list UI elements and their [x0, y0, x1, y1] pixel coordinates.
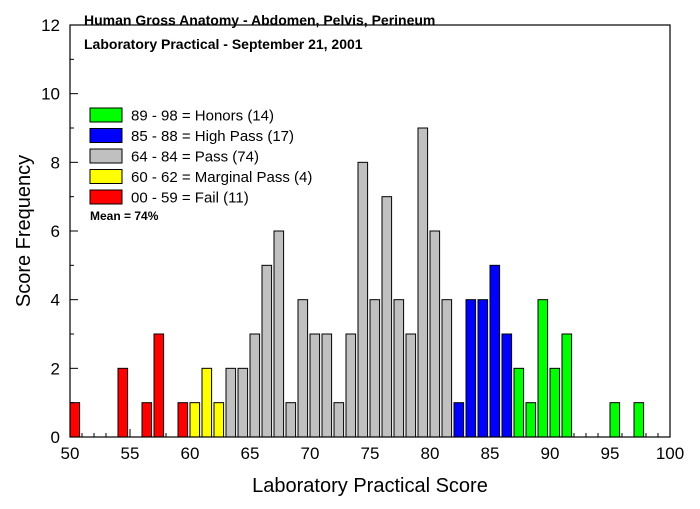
x-axis-title: Laboratory Practical Score: [252, 475, 488, 497]
x-tick-label: 75: [361, 444, 380, 463]
y-tick-label: 6: [51, 222, 60, 241]
bar-score-83: [465, 299, 477, 438]
bar-score-69: [297, 299, 309, 438]
legend-swatch: [89, 107, 123, 123]
bar-score-78: [405, 333, 417, 438]
bar-score-65: [249, 333, 261, 438]
x-tick-label: 80: [421, 444, 440, 463]
legend-swatch: [89, 148, 123, 164]
bar-score-62: [213, 402, 225, 438]
bar-score-75: [369, 299, 381, 438]
chart-title-line-1: Human Gross Anatomy - Abdomen, Pelvis, P…: [84, 12, 435, 28]
legend-label: 85 - 88 = High Pass (17): [131, 128, 294, 145]
legend-label: 00 - 59 = Fail (11): [131, 190, 249, 207]
bar-score-60: [189, 402, 201, 438]
bar-score-50: [69, 402, 81, 438]
bar-score-73: [345, 333, 357, 438]
mean-annotation: Mean = 74%: [90, 209, 159, 223]
bar-score-64: [237, 367, 249, 438]
x-tick-label: 60: [181, 444, 200, 463]
legend-label: 60 - 62 = Marginal Pass (4): [131, 169, 312, 186]
x-tick-label: 55: [121, 444, 140, 463]
x-tick-label: 65: [241, 444, 260, 463]
bar-score-71: [321, 333, 333, 438]
bar-score-59: [177, 402, 189, 438]
bar-score-86: [501, 333, 513, 438]
bar-score-85: [489, 264, 501, 438]
bar-score-66: [261, 264, 273, 438]
legend-swatch: [89, 128, 123, 143]
bar-score-70: [309, 333, 321, 438]
bar-score-84: [477, 299, 489, 438]
legend-label: 64 - 84 = Pass (74): [131, 149, 259, 166]
chart-title-line-2: Laboratory Practical - September 21, 200…: [84, 36, 363, 52]
x-tick-label: 95: [601, 444, 620, 463]
bar-score-90: [549, 367, 561, 438]
legend-swatch: [89, 169, 123, 184]
y-tick-label: 12: [41, 16, 60, 35]
legend: 89 - 98 = Honors (14) 85 - 88 = High Pass…: [89, 107, 312, 207]
bar-score-81: [441, 299, 453, 438]
y-tick-label: 10: [41, 85, 60, 104]
legend-swatch: [89, 189, 123, 205]
bar-score-68: [285, 402, 297, 438]
bar-score-87: [513, 367, 525, 438]
bars-layer: [69, 127, 645, 438]
bar-score-95: [609, 402, 621, 438]
bar-score-61: [201, 367, 213, 438]
legend-label: 89 - 98 = Honors (14): [131, 108, 274, 125]
bar-score-82: [453, 402, 465, 438]
x-tick-label: 90: [541, 444, 560, 463]
bar-score-57: [153, 333, 165, 438]
y-tick-label: 8: [51, 153, 60, 172]
bar-score-74: [357, 161, 369, 438]
bar-score-97: [633, 402, 645, 438]
x-tick-label: 85: [481, 444, 500, 463]
x-tick-label: 70: [301, 444, 320, 463]
bar-score-72: [333, 402, 345, 438]
bar-score-56: [141, 402, 153, 438]
x-tick-label: 50: [61, 444, 80, 463]
y-tick-label: 4: [51, 291, 60, 310]
y-tick-label: 0: [51, 428, 60, 447]
bar-score-80: [429, 230, 441, 438]
bar-score-63: [225, 367, 237, 438]
bar-score-77: [393, 299, 405, 438]
y-axis-title: Score Frequency: [13, 155, 35, 307]
bar-score-89: [537, 299, 549, 438]
bar-score-67: [273, 230, 285, 438]
bar-score-54: [117, 367, 129, 438]
bar-score-76: [381, 196, 393, 438]
bar-score-88: [525, 402, 537, 438]
bar-score-79: [417, 127, 429, 438]
x-tick-label: 100: [656, 444, 684, 463]
y-tick-label: 2: [51, 359, 60, 378]
bar-score-91: [561, 333, 573, 438]
ticks-layer: 50 55 60 65 70 75 80 85 90 95 100 0 2 4 6 8 10 12: [41, 16, 684, 463]
